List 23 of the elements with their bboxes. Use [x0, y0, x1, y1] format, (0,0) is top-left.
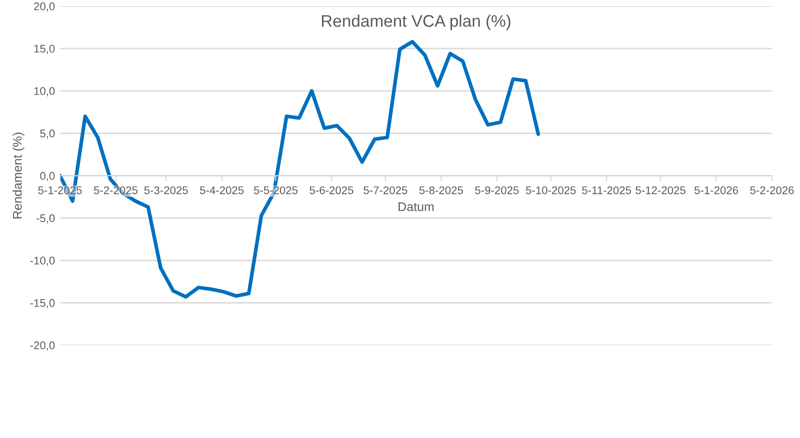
- x-tick-label: 5-2-2026: [750, 186, 794, 194]
- x-axis-title: Datum: [398, 202, 434, 212]
- y-tick-label: -10,0: [30, 256, 55, 266]
- y-tick-label: -5,0: [36, 214, 55, 224]
- x-tick-label: 5-1-2026: [694, 186, 738, 194]
- x-tick-label: 5-6-2025: [310, 186, 354, 194]
- x-tick-label: 5-12-2025: [636, 186, 686, 194]
- x-tick-label: 5-7-2025: [364, 186, 408, 194]
- y-tick-label: 20,0: [34, 2, 55, 12]
- x-tick-label: 5-9-2025: [475, 186, 519, 194]
- x-tick-label: 5-10-2025: [526, 186, 576, 194]
- x-tick-label: 5-3-2025: [144, 186, 188, 194]
- x-tick-label: 5-8-2025: [419, 186, 463, 194]
- y-tick-label: 10,0: [34, 87, 55, 96]
- x-tick-label: 5-4-2025: [200, 186, 244, 194]
- chart-title: Rendament VCA plan (%): [322, 14, 510, 30]
- y-tick-label: 0,0: [40, 172, 55, 182]
- y-axis-title: Rendament (%): [12, 132, 24, 218]
- y-tick-label: -20,0: [30, 341, 55, 351]
- y-tick-label: 15,0: [34, 44, 55, 54]
- y-tick-label: -15,0: [30, 299, 55, 308]
- y-tick-label: 5,0: [40, 130, 55, 139]
- x-tick-label: 5-11-2025: [582, 186, 632, 194]
